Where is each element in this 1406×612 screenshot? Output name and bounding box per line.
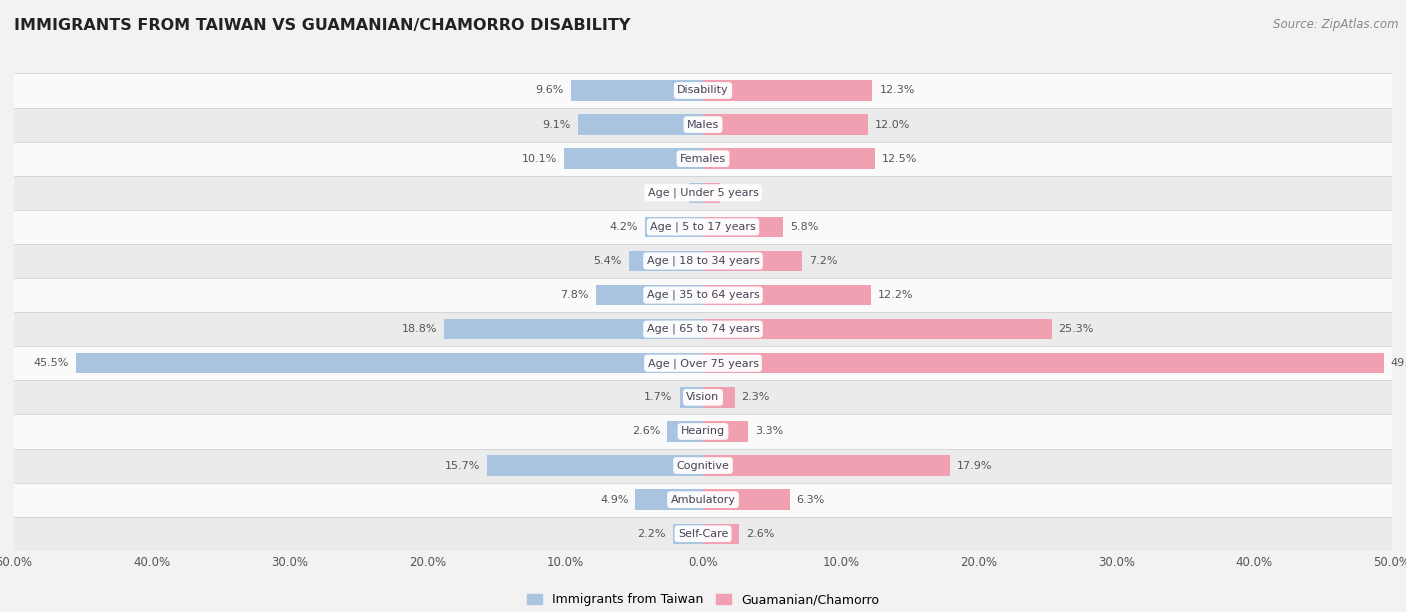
Text: Age | 18 to 34 years: Age | 18 to 34 years (647, 256, 759, 266)
Bar (486, 455, 703, 476)
Text: 4.2%: 4.2% (610, 222, 638, 232)
Bar (703, 285, 872, 305)
Text: 5.4%: 5.4% (593, 256, 621, 266)
Text: Disability: Disability (678, 86, 728, 95)
Bar (571, 80, 703, 101)
Bar (14, 312, 1392, 346)
Text: Self-Care: Self-Care (678, 529, 728, 539)
Bar (703, 149, 875, 169)
Text: Age | Over 75 years: Age | Over 75 years (648, 358, 758, 368)
Bar (703, 490, 790, 510)
Text: 1.0%: 1.0% (654, 188, 682, 198)
Bar (703, 319, 1052, 340)
Legend: Immigrants from Taiwan, Guamanian/Chamorro: Immigrants from Taiwan, Guamanian/Chamor… (522, 588, 884, 611)
Text: Ambulatory: Ambulatory (671, 494, 735, 505)
Text: 12.2%: 12.2% (877, 290, 914, 300)
Bar (444, 319, 703, 340)
Text: Cognitive: Cognitive (676, 461, 730, 471)
Text: 1.2%: 1.2% (727, 188, 755, 198)
Text: 2.6%: 2.6% (631, 427, 661, 436)
Bar (703, 421, 748, 442)
Bar (703, 523, 738, 544)
Bar (703, 182, 720, 203)
Text: IMMIGRANTS FROM TAIWAN VS GUAMANIAN/CHAMORRO DISABILITY: IMMIGRANTS FROM TAIWAN VS GUAMANIAN/CHAM… (14, 18, 630, 34)
Text: Age | 35 to 64 years: Age | 35 to 64 years (647, 290, 759, 300)
Bar (689, 182, 703, 203)
Bar (645, 217, 703, 237)
Text: 2.2%: 2.2% (637, 529, 666, 539)
Bar (672, 523, 703, 544)
Text: Hearing: Hearing (681, 427, 725, 436)
Text: 15.7%: 15.7% (444, 461, 479, 471)
Bar (14, 414, 1392, 449)
Bar (703, 217, 783, 237)
Text: 12.0%: 12.0% (875, 119, 911, 130)
Bar (14, 278, 1392, 312)
Text: 4.9%: 4.9% (600, 494, 628, 505)
Bar (14, 380, 1392, 414)
Bar (679, 387, 703, 408)
Text: 25.3%: 25.3% (1059, 324, 1094, 334)
Text: 9.1%: 9.1% (543, 119, 571, 130)
Bar (14, 141, 1392, 176)
Bar (668, 421, 703, 442)
Text: 9.6%: 9.6% (536, 86, 564, 95)
Bar (14, 244, 1392, 278)
Text: 7.2%: 7.2% (808, 256, 838, 266)
Bar (703, 455, 949, 476)
Text: 17.9%: 17.9% (956, 461, 993, 471)
Bar (14, 346, 1392, 380)
Bar (14, 73, 1392, 108)
Bar (14, 176, 1392, 210)
Text: 6.3%: 6.3% (797, 494, 825, 505)
Text: 1.7%: 1.7% (644, 392, 672, 402)
Text: Age | 65 to 74 years: Age | 65 to 74 years (647, 324, 759, 334)
Text: Females: Females (681, 154, 725, 163)
Bar (628, 251, 703, 271)
Bar (76, 353, 703, 373)
Text: 7.8%: 7.8% (560, 290, 589, 300)
Text: 2.3%: 2.3% (741, 392, 770, 402)
Text: Vision: Vision (686, 392, 720, 402)
Bar (703, 80, 873, 101)
Bar (703, 353, 1384, 373)
Bar (14, 210, 1392, 244)
Bar (14, 483, 1392, 517)
Text: 3.3%: 3.3% (755, 427, 783, 436)
Bar (564, 149, 703, 169)
Text: 2.6%: 2.6% (745, 529, 775, 539)
Text: Source: ZipAtlas.com: Source: ZipAtlas.com (1274, 18, 1399, 31)
Text: 45.5%: 45.5% (34, 358, 69, 368)
Bar (636, 490, 703, 510)
Bar (703, 387, 735, 408)
Text: Age | Under 5 years: Age | Under 5 years (648, 187, 758, 198)
Text: 18.8%: 18.8% (402, 324, 437, 334)
Text: 10.1%: 10.1% (522, 154, 557, 163)
Bar (596, 285, 703, 305)
Bar (14, 517, 1392, 551)
Bar (14, 108, 1392, 141)
Bar (703, 114, 869, 135)
Text: 49.4%: 49.4% (1391, 358, 1406, 368)
Text: Age | 5 to 17 years: Age | 5 to 17 years (650, 222, 756, 232)
Bar (14, 449, 1392, 483)
Text: 5.8%: 5.8% (790, 222, 818, 232)
Text: 12.3%: 12.3% (879, 86, 915, 95)
Bar (703, 251, 803, 271)
Text: Males: Males (688, 119, 718, 130)
Text: 12.5%: 12.5% (882, 154, 918, 163)
Bar (578, 114, 703, 135)
